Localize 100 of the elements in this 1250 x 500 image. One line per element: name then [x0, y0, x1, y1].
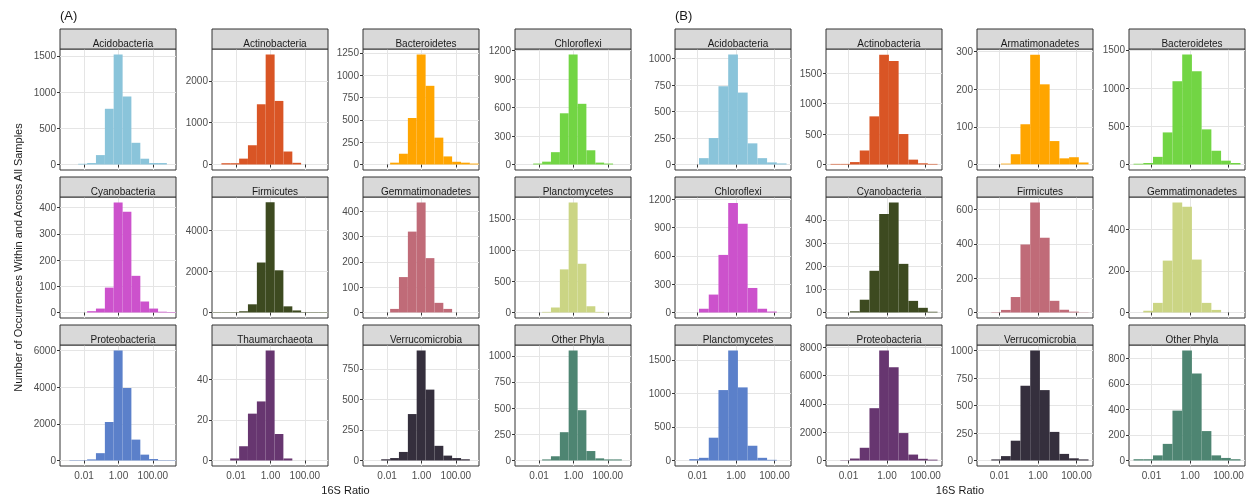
x-tick-label: 100.00	[1213, 469, 1245, 481]
y-tick-label: 4000	[799, 398, 823, 410]
y-tick-label: 750	[494, 376, 512, 388]
y-tick-label: 0	[505, 454, 512, 466]
x-tick-label: 100.00	[137, 469, 169, 481]
y-tick-label: 0	[1119, 159, 1126, 170]
text: (A)	[60, 7, 78, 23]
y-tick-label: 0	[665, 455, 672, 466]
y-tick-label: 0	[50, 307, 57, 318]
y-tick-label: 1200	[648, 193, 672, 205]
y-tick-label: 0	[665, 307, 672, 319]
y-tick-label: 250	[342, 424, 360, 436]
y-tick-label: 900	[494, 73, 512, 85]
y-tick-label: 0	[967, 455, 974, 466]
y-tick-label: 200	[956, 83, 974, 95]
y-tick-label: 100	[342, 281, 360, 293]
y-tick-label: 500	[494, 402, 512, 414]
y-tick-label: 1500	[799, 67, 823, 79]
y-tick-label: 20	[196, 414, 209, 426]
y-tick-label: 600	[956, 203, 974, 215]
text: (B)	[675, 7, 693, 23]
y-tick-label: 0	[816, 306, 823, 318]
chart-title: Thaumarchaeota	[237, 333, 314, 345]
chart-title: Verrucomicrobia	[1003, 333, 1077, 345]
y-tick-label: 0	[202, 306, 209, 318]
y-tick-label: 0	[967, 307, 974, 318]
y-tick-label: 0	[353, 455, 360, 466]
y-tick-label: 6000	[33, 345, 57, 356]
y-tick-label: 250	[342, 136, 360, 148]
chart-title: Planctomycetes	[542, 185, 614, 197]
y-tick-label: 0	[1119, 455, 1126, 466]
chart-title: Planctomycetes	[702, 333, 774, 345]
x-tick-label: 100.00	[910, 469, 942, 481]
y-tick-label: 600	[1108, 378, 1126, 390]
x-axis-title: 16S Ratio	[935, 484, 985, 496]
y-tick-label: 0	[50, 159, 57, 170]
chart-title: Acidobacteria	[92, 37, 154, 49]
y-tick-label: 0	[967, 158, 974, 170]
y-tick-label: 750	[342, 363, 360, 375]
chart-title: Actinobacteria	[243, 37, 308, 49]
y-tick-label: 500	[956, 400, 974, 411]
y-tick-label: 200	[342, 256, 360, 268]
chart-title: Chloroflexi	[714, 185, 762, 197]
chart-title: Bacteroidetes	[1161, 37, 1223, 49]
x-tick-label: 0.01	[74, 469, 95, 481]
x-tick-label: 100.00	[289, 469, 321, 481]
y-tick-label: 100	[805, 283, 823, 295]
y-tick-label: 600	[494, 102, 512, 114]
y-tick-label: 1200	[488, 45, 512, 57]
y-tick-label: 2000	[33, 418, 57, 430]
y-axis-title: Number of Occurrences Within and Across All Samples	[12, 122, 24, 392]
y-tick-label: 100	[39, 280, 57, 292]
y-tick-label: 1500	[33, 50, 57, 62]
y-tick-label: 40	[196, 373, 209, 385]
y-tick-label: 1000	[488, 350, 512, 362]
y-tick-label: 400	[39, 202, 57, 214]
x-tick-label: 100.00	[440, 469, 472, 481]
y-tick-label: 400	[956, 238, 974, 250]
chart-title: Firmicutes	[251, 185, 299, 197]
y-tick-label: 300	[805, 237, 823, 249]
y-tick-label: 0	[816, 159, 823, 171]
y-tick-label: 300	[654, 278, 672, 290]
x-tick-label: 1.00	[1180, 469, 1201, 481]
chart-title: Firmicutes	[1016, 185, 1064, 197]
y-tick-label: 1250	[336, 47, 360, 59]
y-tick-label: 4000	[33, 381, 57, 393]
chart-title: Other Phyla	[1165, 333, 1219, 345]
chart-title: Chloroflexi	[554, 37, 602, 49]
y-tick-label: 2000	[185, 266, 209, 278]
x-tick-label: 100.00	[592, 469, 624, 481]
y-tick-label: 400	[805, 214, 823, 226]
chart-title: Armatimonadetes	[1000, 37, 1080, 49]
y-tick-label: 100	[956, 121, 974, 133]
y-tick-label: 750	[342, 91, 360, 103]
y-tick-label: 200	[805, 260, 823, 272]
y-tick-label: 0	[353, 306, 360, 318]
y-tick-label: 1000	[950, 345, 974, 356]
y-tick-label: 500	[654, 106, 672, 118]
chart-title: Actinobacteria	[857, 37, 922, 49]
y-tick-label: 800	[1108, 352, 1126, 364]
y-tick-label: 0	[505, 159, 512, 170]
y-tick-label: 300	[342, 231, 360, 243]
x-tick-label: 1.00	[726, 469, 747, 481]
y-tick-label: 400	[1108, 224, 1126, 236]
chart-title: Verrucomicrobia	[389, 333, 463, 345]
y-tick-label: 0	[505, 307, 512, 318]
y-tick-label: 250	[494, 428, 512, 440]
y-tick-label: 1000	[799, 98, 823, 110]
y-tick-label: 1000	[185, 117, 209, 129]
y-tick-label: 1500	[648, 354, 672, 366]
y-tick-label: 0	[50, 455, 57, 466]
y-tick-label: 4000	[185, 225, 209, 237]
x-tick-label: 1.00	[1028, 469, 1049, 481]
x-axis-title: 16S Ratio	[321, 484, 370, 496]
y-tick-label: 8000	[799, 341, 823, 353]
chart-title: Other Phyla	[551, 333, 605, 345]
x-tick-label: 0.01	[838, 469, 859, 481]
y-tick-label: 6000	[799, 370, 823, 382]
x-tick-label: 1.00	[411, 469, 432, 481]
x-tick-label: 1.00	[260, 469, 281, 481]
